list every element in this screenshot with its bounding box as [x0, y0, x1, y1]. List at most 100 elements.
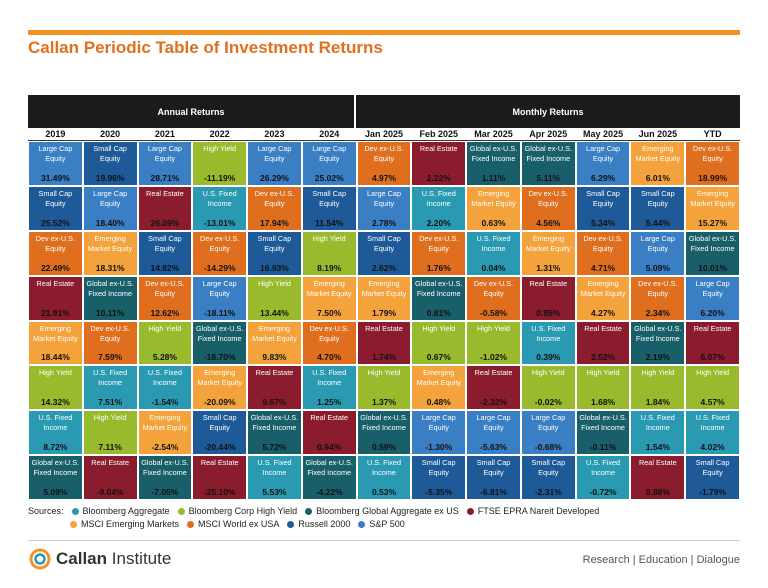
return-value: -5.63%: [480, 442, 507, 453]
cell: Small Cap Equity -20.44%: [192, 410, 248, 456]
asset-label: Emerging Market Equity: [471, 188, 516, 208]
cell: Small Cap Equity 11.54%: [301, 185, 357, 231]
return-value: 2.52%: [591, 352, 616, 363]
asset-label: Emerging Market Equity: [142, 413, 188, 433]
column-header: Apr 2025: [520, 128, 576, 141]
cell: Dev ex-U.S. Equity 17.94%: [247, 185, 302, 231]
asset-label: U.S. Fixed Income: [312, 368, 347, 388]
cell: High Yield -0.02%: [520, 365, 576, 411]
cell: Dev ex-U.S. Equity 4.70%: [301, 320, 357, 366]
asset-label: Emerging Market Equity: [361, 278, 407, 298]
cell: Small Cap Equity -2.31%: [520, 455, 576, 500]
cell: Dev ex-U.S. Equity -0.58%: [466, 275, 521, 321]
cell: U.S. Fixed Income 0.04%: [466, 230, 521, 276]
asset-label: Large Cap Equity: [476, 413, 511, 433]
return-value: 10.01%: [698, 262, 728, 273]
cell: Real Estate 2.52%: [575, 320, 631, 366]
column-header: 2021: [137, 128, 193, 141]
asset-label: Emerging Market Equity: [197, 368, 242, 388]
cell: Real Estate 9.67%: [247, 365, 302, 411]
return-value: 18.99%: [698, 172, 728, 183]
return-value: 1.37%: [371, 397, 397, 408]
cell: Real Estate 26.09%: [137, 185, 193, 231]
cell: U.S. Fixed Income 0.39%: [520, 320, 576, 366]
cell: Small Cap Equity -1.79%: [685, 455, 740, 500]
return-value: 17.94%: [260, 217, 289, 228]
return-value: 6.29%: [591, 172, 616, 183]
cell: Large Cap Equity 25.02%: [301, 141, 357, 186]
return-value: -20.44%: [203, 442, 236, 453]
cell: Real Estate 0.88%: [630, 455, 686, 500]
return-value: -18.11%: [204, 307, 236, 318]
asset-label: Global ex-U.S. Fixed Income: [360, 413, 408, 433]
return-value: 4.71%: [591, 262, 616, 273]
cell: High Yield -1.02%: [466, 320, 521, 366]
return-value: -2.32%: [480, 397, 507, 408]
cell: Dev ex-U.S. Equity 7.59%: [82, 320, 138, 366]
return-value: 5.53%: [262, 487, 287, 497]
cell: Global ex-U.S. Fixed Income 5.11%: [520, 141, 576, 186]
return-value: 14.82%: [150, 262, 180, 273]
sources-row: Bloomberg Aggregate Bloomberg Corp High Y…: [64, 506, 600, 516]
return-value: -13.01%: [203, 217, 236, 228]
return-value: -25.10%: [203, 487, 236, 497]
return-value: -0.72%: [589, 487, 617, 497]
asset-label: High Yield: [312, 233, 346, 243]
asset-label: Dev ex-U.S. Equity: [419, 233, 459, 253]
asset-label: Real Estate: [200, 458, 239, 468]
return-value: 14.32%: [40, 397, 70, 408]
asset-label: Global ex-U.S. Fixed Income: [305, 458, 353, 478]
logo: [29, 548, 51, 570]
asset-label: Small Cap Equity: [257, 233, 292, 253]
asset-label: Emerging Market Equity: [580, 278, 626, 298]
return-value: 26.29%: [260, 172, 289, 183]
asset-label: Small Cap Equity: [641, 188, 675, 208]
source-name: FTSE EPRA Nareit Developed: [477, 506, 600, 516]
asset-label: U.S. Fixed Income: [93, 368, 128, 388]
asset-label: Emerging Market Equity: [33, 323, 78, 343]
cell: Dev ex-U.S. Equity 2.34%: [630, 275, 686, 321]
sources: Sources: Bloomberg Aggregate Bloomberg Cor…: [28, 506, 599, 516]
return-value: 9.67%: [262, 397, 287, 408]
asset-label: U.S. Fixed Income: [695, 413, 730, 433]
return-value: -20.09%: [203, 397, 236, 408]
return-value: 25.02%: [314, 172, 344, 183]
source-item: Bloomberg Aggregate: [64, 506, 170, 516]
asset-label: High Yield: [258, 278, 291, 288]
asset-label: Small Cap Equity: [367, 233, 401, 253]
cell: High Yield 7.11%: [82, 410, 138, 456]
return-value: 15.27%: [698, 217, 728, 228]
asset-label: Real Estate: [365, 323, 403, 333]
cell: Large Cap Equity 6.20%: [685, 275, 740, 321]
cell: High Yield 14.32%: [28, 365, 83, 411]
asset-label: High Yield: [203, 144, 237, 153]
asset-label: U.S. Fixed Income: [38, 413, 73, 433]
cell: Small Cap Equity 14.82%: [137, 230, 193, 276]
asset-label: Real Estate: [310, 413, 349, 423]
asset-label: Small Cap Equity: [93, 144, 127, 163]
return-value: 18.40%: [95, 217, 125, 228]
source-dot: [71, 507, 79, 515]
return-value: -1.79%: [699, 487, 727, 497]
asset-label: U.S. Fixed Income: [257, 458, 292, 478]
cell: Small Cap Equity 16.93%: [247, 230, 302, 276]
return-value: 1.11%: [481, 172, 506, 183]
cell: Small Cap Equity 2.62%: [356, 230, 412, 276]
asset-label: Real Estate: [255, 368, 294, 378]
asset-label: Large Cap Equity: [695, 278, 730, 298]
asset-label: Emerging Market Equity: [526, 233, 571, 253]
cell: U.S. Fixed Income -0.72%: [575, 455, 631, 500]
cell: Real Estate 6.07%: [685, 320, 740, 366]
cell: Small Cap Equity -5.35%: [411, 455, 467, 500]
return-value: 12.62%: [150, 307, 180, 318]
asset-label: Dev ex-U.S. Equity: [528, 188, 568, 208]
return-value: -5.35%: [425, 487, 453, 497]
cell: Dev ex-U.S. Equity 4.97%: [356, 141, 412, 186]
return-value: 28.71%: [150, 172, 180, 183]
cell: U.S. Fixed Income 1.25%: [301, 365, 357, 411]
brand: Callan Institute: [56, 549, 171, 569]
return-value: 2.78%: [371, 217, 397, 228]
cell: High Yield -11.19%: [192, 141, 248, 186]
return-value: -1.30%: [425, 442, 453, 453]
source-name: Bloomberg Aggregate: [82, 506, 170, 516]
